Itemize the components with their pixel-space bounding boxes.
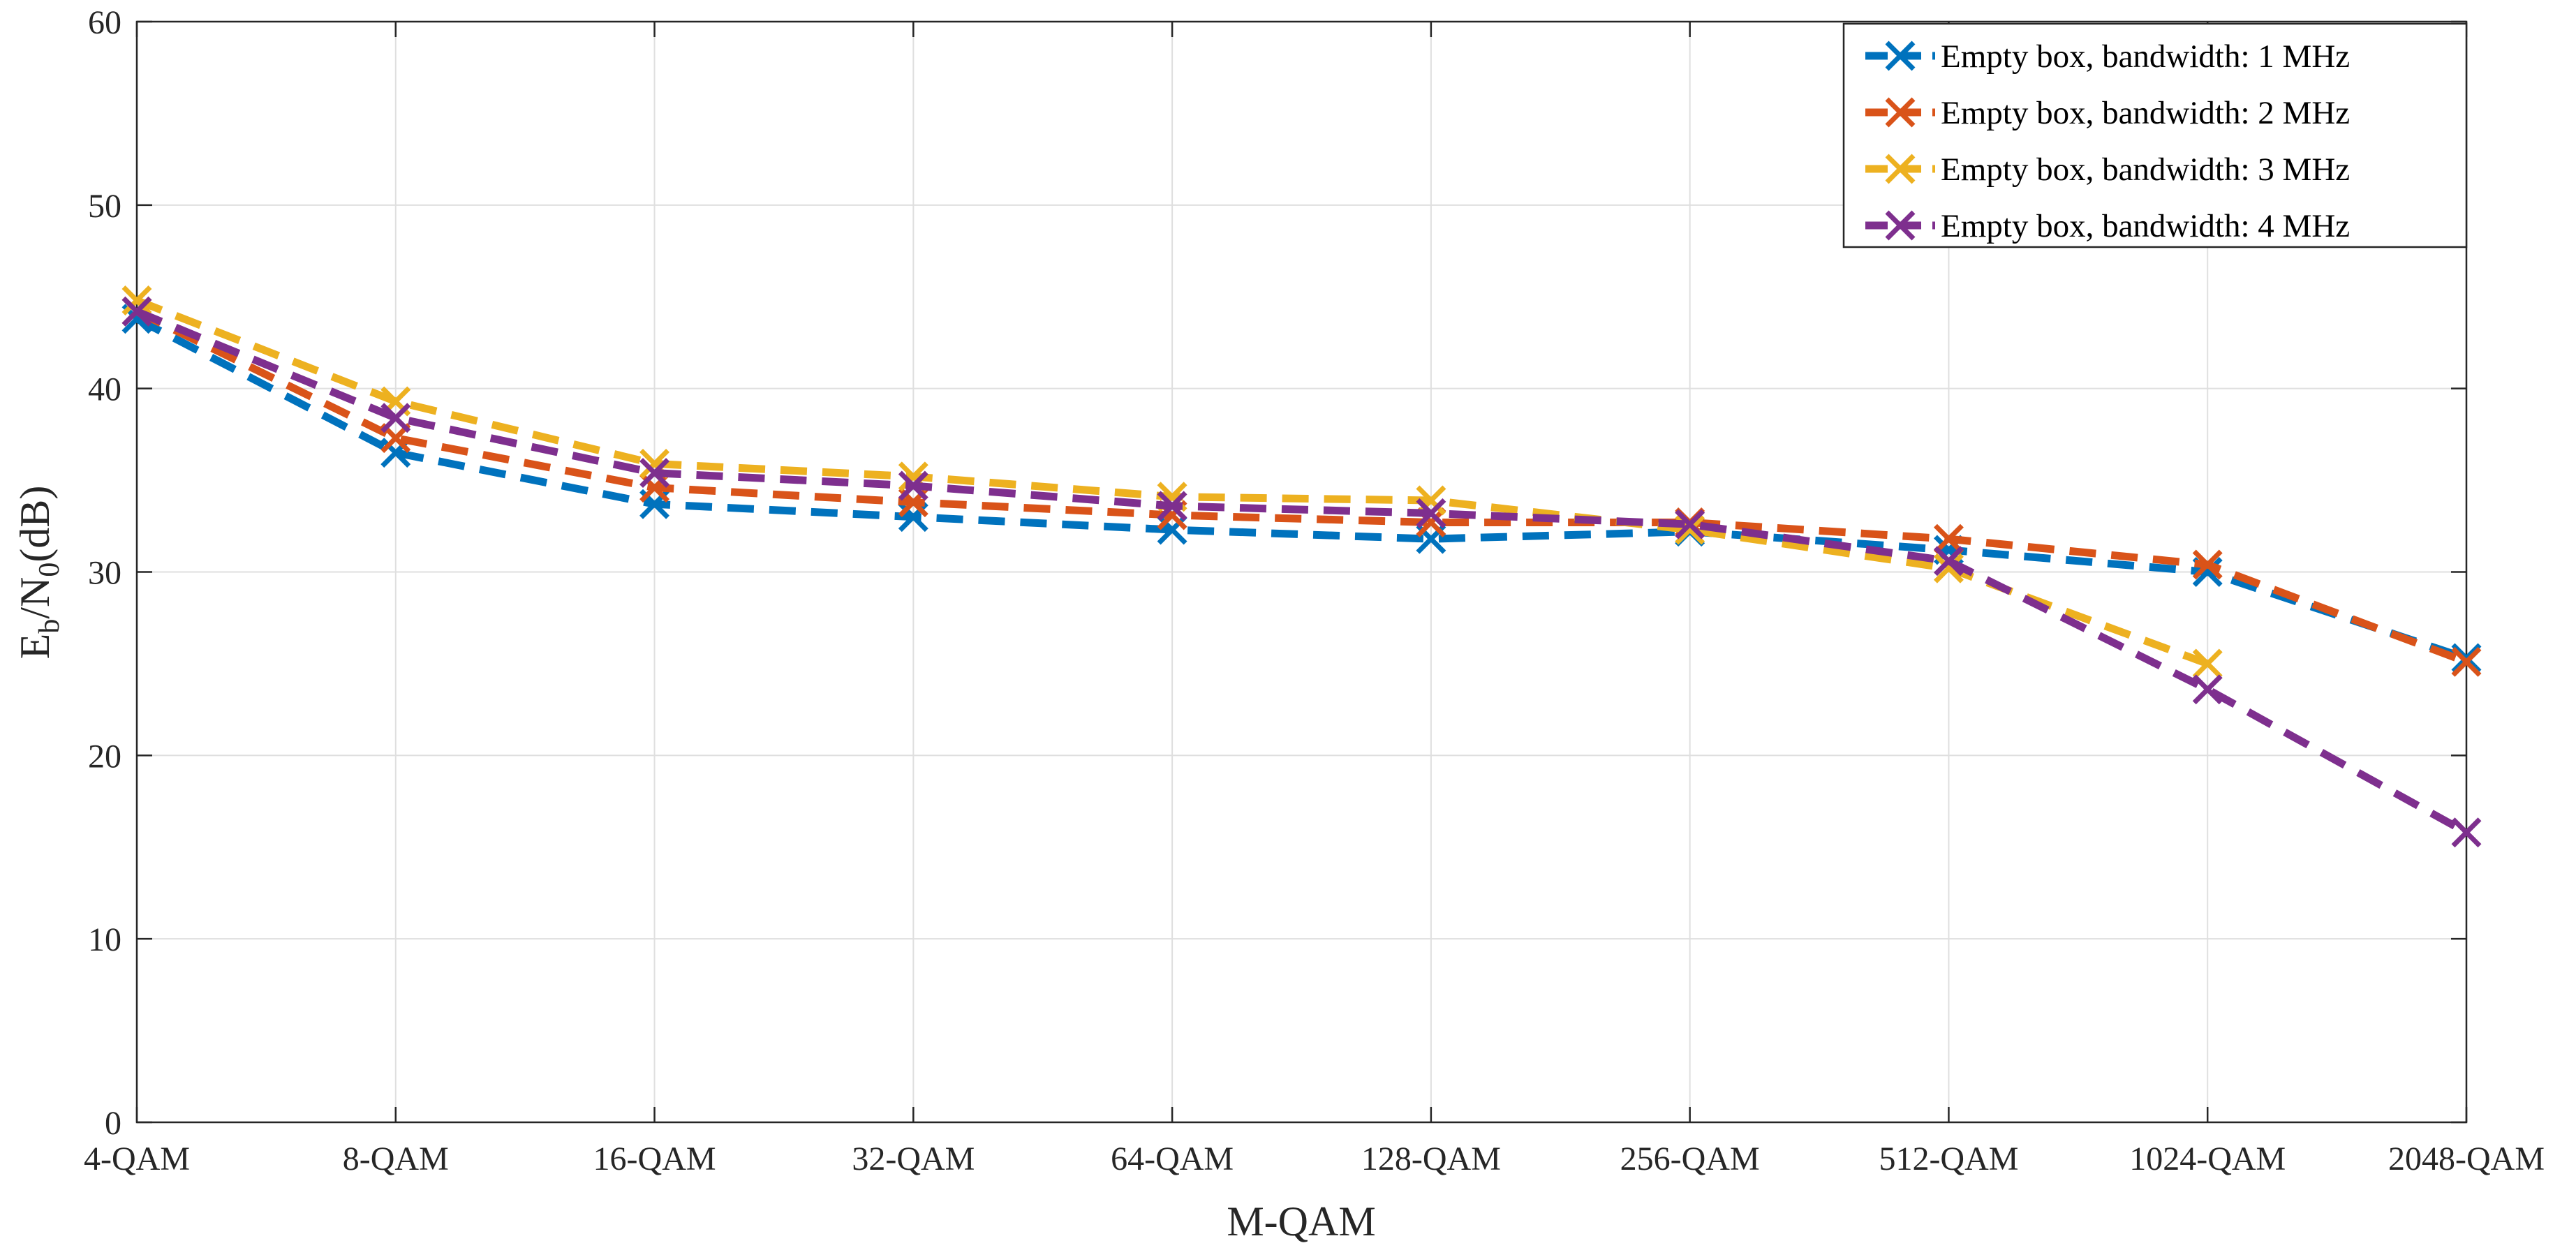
data-point-marker (380, 403, 411, 433)
data-point-marker (1675, 509, 1705, 540)
data-point-marker (2192, 648, 2223, 679)
legend-swatch-marker (1885, 97, 1916, 128)
axis-ticks (135, 20, 2468, 1124)
series-2 (121, 296, 2482, 677)
legend-entry: Empty box, bandwidth: 1 MHz (1865, 38, 2350, 75)
legend-entry: Empty box, bandwidth: 3 MHz (1865, 151, 2350, 188)
legend-label: Empty box, bandwidth: 2 MHz (1941, 95, 2350, 131)
series-4 (121, 296, 2482, 848)
series-layer (121, 285, 2482, 848)
legend-label: Empty box, bandwidth: 3 MHz (1941, 151, 2350, 188)
legend-box (1842, 22, 2468, 248)
data-point-marker (1933, 523, 1964, 554)
data-point-marker (1933, 553, 1964, 583)
data-point-marker (121, 285, 152, 315)
data-point-marker (2192, 549, 2223, 580)
y-tick-label: 10 (88, 921, 121, 958)
legend-items: Empty box, bandwidth: 1 MHz Empty box, ba… (1865, 38, 2350, 244)
data-point-marker (898, 470, 928, 501)
data-point-marker (639, 458, 670, 489)
y-label-sub-0: 0 (34, 563, 66, 577)
x-tick-label: 512-QAM (1879, 1140, 2018, 1177)
data-point-marker (1157, 491, 1187, 521)
y-tick-label: 30 (88, 555, 121, 592)
data-point-marker (1933, 546, 1964, 577)
legend-swatch-marker (1885, 40, 1916, 71)
y-tick-label: 0 (105, 1105, 121, 1142)
legend: Empty box, bandwidth: 1 MHz Empty box, ba… (1842, 22, 2468, 248)
x-tick-label: 4-QAM (84, 1140, 190, 1177)
x-tick-label: 32-QAM (852, 1140, 975, 1177)
x-tick-label: 128-QAM (1361, 1140, 1501, 1177)
y-label-mid: /N (12, 577, 58, 619)
series-line (135, 315, 2468, 662)
tick-labels: 4-QAM 8-QAM 16-QAM 32-QAM 64-QAM 128-QAM 256-Q… (84, 4, 2545, 1177)
legend-label: Empty box, bandwidth: 1 MHz (1941, 38, 2350, 75)
y-tick-label: 20 (88, 738, 121, 775)
x-tick-label: 8-QAM (343, 1140, 449, 1177)
data-point-marker (121, 296, 152, 327)
series-line (135, 308, 2468, 666)
series-line (135, 308, 2468, 836)
series-1 (121, 304, 2482, 674)
legend-entry: Empty box, bandwidth: 4 MHz (1865, 208, 2350, 244)
y-axis-label: Eb/N0(dB) (12, 486, 66, 660)
x-tick-label: 64-QAM (1111, 1140, 1234, 1177)
data-point-marker (1416, 498, 1446, 528)
x-tick-label: 1024-QAM (2129, 1140, 2286, 1177)
y-label-main: E (12, 634, 58, 660)
data-point-marker (2451, 817, 2482, 848)
y-label-sub-b: b (34, 619, 66, 634)
y-label-tail: (dB) (12, 486, 58, 563)
y-tick-label: 50 (88, 188, 121, 225)
y-tick-label: 40 (88, 371, 121, 408)
x-tick-label: 256-QAM (1620, 1140, 1760, 1177)
data-point-marker (2451, 646, 2482, 677)
y-tick-label: 60 (88, 4, 121, 41)
data-point-marker (2451, 643, 2482, 674)
legend-swatch-marker (1885, 210, 1916, 241)
legend-entry: Empty box, bandwidth: 2 MHz (1865, 95, 2350, 131)
x-axis-label: M-QAM (1227, 1198, 1375, 1244)
data-point-marker (2192, 674, 2223, 705)
legend-label: Empty box, bandwidth: 4 MHz (1941, 208, 2350, 244)
legend-swatch-marker (1885, 154, 1916, 184)
x-tick-label: 16-QAM (593, 1140, 716, 1177)
x-tick-label: 2048-QAM (2388, 1140, 2545, 1177)
